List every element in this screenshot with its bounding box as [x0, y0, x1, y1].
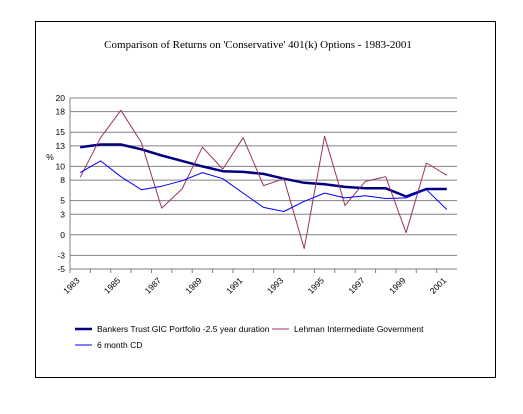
grid-lines — [70, 97, 457, 270]
x-tick-label: 1985 — [102, 275, 123, 296]
x-tick-label: 1997 — [346, 275, 367, 296]
y-tick-label: 20 — [56, 93, 66, 103]
x-tick-label: 1993 — [265, 275, 286, 296]
y-axis-label: % — [46, 152, 54, 162]
y-tick-label: 8 — [60, 175, 65, 185]
x-tick-label: 1987 — [143, 275, 164, 296]
x-tick-label: 1991 — [224, 275, 245, 296]
x-tick-label: 2001 — [428, 275, 449, 296]
y-tick-label: 13 — [56, 141, 66, 151]
x-tick-label: 1995 — [306, 275, 327, 296]
x-tick-label: 1999 — [387, 275, 408, 296]
series-lines — [79, 109, 448, 249]
series-line — [80, 143, 447, 198]
x-tick-label: 1983 — [61, 275, 82, 296]
chart-frame — [35, 21, 496, 378]
y-axis-tick-labels: -5 -3 0 3 5 8 10 13 15 18 20 — [56, 93, 66, 274]
legend: Bankers Trust GIC Portfolio -2.5 year du… — [75, 324, 424, 350]
y-tick-label: -5 — [57, 264, 65, 274]
y-tick-label: 5 — [60, 196, 65, 206]
chart-title: Comparison of Returns on 'Conservative' … — [104, 39, 412, 51]
x-tick-label: 1989 — [183, 275, 204, 296]
axes — [69, 98, 457, 273]
legend-entry: Bankers Trust GIC Portfolio -2.5 year du… — [97, 324, 270, 334]
y-tick-label: 15 — [56, 127, 66, 137]
y-tick-label: -3 — [57, 250, 65, 260]
y-tick-label: 0 — [60, 230, 65, 240]
y-tick-label: 10 — [56, 161, 66, 171]
x-axis-tick-labels: 1983 1985 1987 1989 1991 1993 1995 1997 1999 2001 — [61, 275, 448, 296]
y-tick-label: 18 — [56, 107, 66, 117]
y-tick-label: 3 — [60, 209, 65, 219]
legend-entry: Lehman Intermediate Government — [294, 324, 424, 334]
series-line — [79, 160, 448, 212]
series-line — [79, 109, 448, 249]
legend-entry: 6 month CD — [97, 340, 142, 350]
